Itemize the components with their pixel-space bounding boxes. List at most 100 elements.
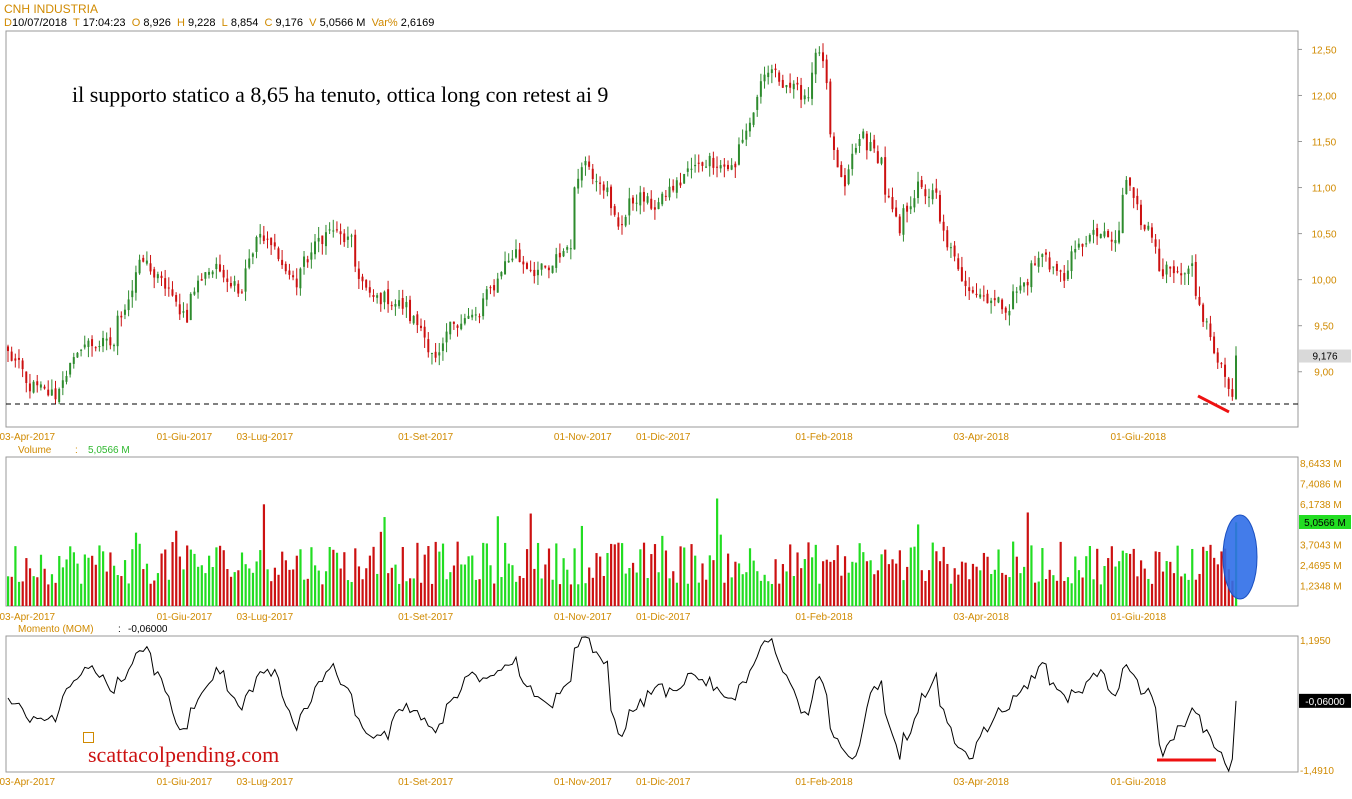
volume-bar xyxy=(343,552,346,606)
candle-body xyxy=(902,208,905,235)
candle-body xyxy=(156,274,159,279)
volume-bar xyxy=(284,560,287,606)
candle-body xyxy=(664,195,667,197)
candle-body xyxy=(536,269,539,276)
candle-body xyxy=(1209,323,1212,338)
candle-body xyxy=(982,295,985,297)
volume-bar xyxy=(602,575,605,606)
volume-bar xyxy=(796,552,799,606)
volume-bar xyxy=(142,569,145,606)
momentum-title: Momento (MOM) xyxy=(18,624,94,635)
volume-bar xyxy=(920,570,923,606)
candle-body xyxy=(990,300,993,304)
candle-body xyxy=(752,112,755,125)
candle-body xyxy=(938,195,941,222)
candle-body xyxy=(928,196,930,198)
candle-body xyxy=(1055,263,1058,271)
candle-body xyxy=(1012,291,1015,310)
volume-bar xyxy=(164,549,167,606)
candle-body xyxy=(1070,251,1073,272)
candle-body xyxy=(482,298,485,317)
price-ytick-label: 9,50 xyxy=(1314,322,1334,333)
volume-bar xyxy=(47,584,50,606)
low-value: 8,854 xyxy=(230,17,259,29)
volume-bar xyxy=(262,504,266,606)
volume-bar xyxy=(679,546,682,606)
volume-bar xyxy=(39,554,43,606)
volume-bar xyxy=(960,561,964,606)
x-tick-label: 01-Set-2017 xyxy=(398,432,453,443)
volume-bar xyxy=(1001,572,1004,606)
volume-bar xyxy=(946,563,949,606)
candle-body xyxy=(332,230,335,232)
candle-body xyxy=(1154,239,1157,247)
candle-body xyxy=(109,337,112,346)
volume-bar xyxy=(270,581,273,606)
volume-bar xyxy=(672,571,675,606)
candle-body xyxy=(668,186,671,198)
volume-bar xyxy=(145,563,149,606)
candle-body xyxy=(1139,204,1142,226)
volume-bar xyxy=(862,552,865,606)
candle-body xyxy=(617,217,620,227)
volume-bar xyxy=(383,517,386,606)
volume-bar xyxy=(1183,573,1187,606)
volume-bar xyxy=(1063,580,1066,606)
candle-body xyxy=(1001,299,1004,310)
last-price-tag: 9,176 xyxy=(1299,349,1351,363)
volume-bar xyxy=(306,578,309,606)
volume-bar xyxy=(456,541,459,606)
chart-annotation: il supporto statico a 8,65 ha tenuto, ot… xyxy=(72,82,609,107)
volume-bar xyxy=(840,575,843,606)
var-value: 2,6169 xyxy=(400,17,435,29)
candle-body xyxy=(456,325,459,328)
price-ytick-label: 12,50 xyxy=(1311,45,1336,56)
candle-body xyxy=(131,290,134,298)
candle-body xyxy=(445,331,448,343)
volume-bar xyxy=(639,549,642,606)
candle-body xyxy=(906,205,909,212)
x-tick-label: 01-Giu-2018 xyxy=(1111,432,1167,443)
volume-bar xyxy=(288,569,291,606)
volume-bar xyxy=(273,567,276,606)
volume-bar xyxy=(928,570,931,606)
candle-body xyxy=(562,251,565,257)
candle-body xyxy=(83,344,86,348)
volume-bar xyxy=(58,555,61,606)
candle-body xyxy=(840,164,843,178)
volume-bar xyxy=(398,583,401,606)
volume-bar xyxy=(1169,561,1172,606)
candle-body xyxy=(493,285,496,291)
momentum-panel: Momento (MOM) : -0,06000 1,1950 -1,4910 -… xyxy=(0,624,1351,788)
candle-body xyxy=(47,389,50,396)
volume-bar xyxy=(1107,558,1110,606)
volume-bar xyxy=(1220,551,1223,606)
candle-body xyxy=(1205,321,1208,323)
volume-bar xyxy=(376,573,379,606)
volume-bar xyxy=(522,578,525,606)
candle-body xyxy=(105,338,108,341)
volume-bar xyxy=(913,546,916,606)
candle-body xyxy=(774,68,777,71)
volume-bar xyxy=(664,550,668,606)
candle-body xyxy=(694,164,697,167)
volume-bar xyxy=(463,564,467,606)
candle-body xyxy=(836,149,839,168)
volume-bar xyxy=(577,584,580,606)
volume-bar xyxy=(1154,551,1157,606)
volume-bar xyxy=(156,573,160,606)
candle-body xyxy=(112,345,115,347)
momentum-last-tag: -0,06000 xyxy=(1299,693,1351,708)
volume-bar xyxy=(354,548,357,606)
candle-body xyxy=(675,180,678,193)
time-value: 17:04:23 xyxy=(82,17,126,29)
volume-bar xyxy=(25,558,28,606)
volume-bar xyxy=(1150,583,1154,606)
candle-body xyxy=(909,206,912,210)
candle-body xyxy=(960,267,963,282)
candle-body xyxy=(895,207,898,217)
volume-bar xyxy=(869,560,872,606)
candle-body xyxy=(335,229,338,231)
candle-body xyxy=(248,258,251,268)
volume-bar xyxy=(895,563,898,606)
